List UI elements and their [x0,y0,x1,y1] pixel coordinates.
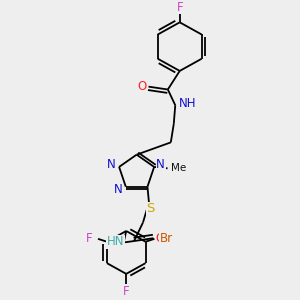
Text: O: O [137,80,147,93]
Text: N: N [114,182,123,196]
Text: Br: Br [160,232,173,245]
Text: F: F [86,232,93,245]
Text: O: O [155,232,165,245]
Text: NH: NH [179,97,196,110]
Text: N: N [156,158,165,171]
Text: N: N [107,158,116,171]
Text: F: F [176,1,183,14]
Text: HN: HN [106,235,124,248]
Text: F: F [123,284,130,298]
Text: Me: Me [171,163,186,173]
Text: S: S [146,202,154,215]
